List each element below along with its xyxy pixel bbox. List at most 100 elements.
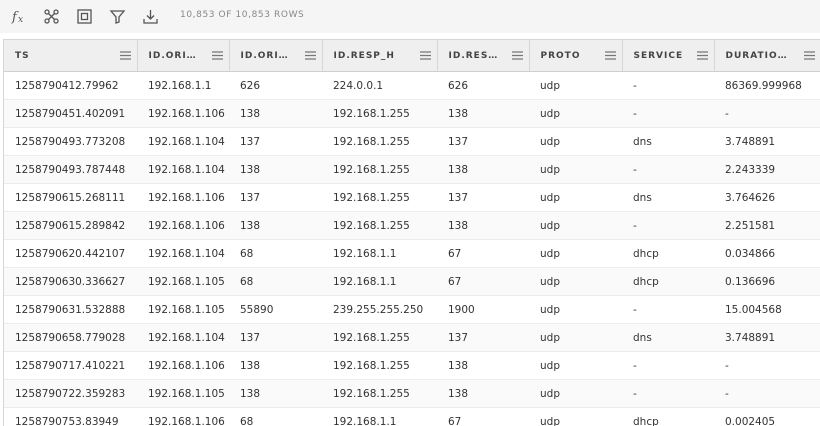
table-row[interactable]: 1258790717.410221 192.168.1.106 138 192.168… (4, 351, 820, 380)
table-cell: 239.255.255.250 (322, 295, 437, 324)
row-count: 10,853 OF 10,853 ROWS (180, 10, 305, 20)
table-row[interactable]: 1258790615.289842 192.168.1.106 138 192.168… (4, 211, 820, 240)
column-header-label: SERVICE (633, 50, 684, 61)
column-header[interactable]: PROTO (529, 40, 623, 72)
table-cell: udp (529, 407, 622, 426)
table-cell: 138 (437, 379, 529, 408)
table-cell: - (622, 379, 714, 408)
table-cell: - (622, 351, 714, 380)
table-cell: 137 (437, 323, 529, 352)
table-cell: 137 (229, 127, 322, 156)
table-cell: 1258790620.442107 (4, 239, 137, 268)
table-cell: 2.251581 (714, 211, 820, 240)
table-row[interactable]: 1258790722.359283 192.168.1.105 138 192.168… (4, 379, 820, 408)
filter-button[interactable] (109, 8, 126, 25)
column-header-label: TS (15, 50, 30, 61)
table-cell: udp (529, 239, 622, 268)
download-button[interactable] (142, 8, 159, 25)
table-row[interactable]: 1258790753.83949 192.168.1.106 68 192.168.1… (4, 407, 820, 426)
table-row[interactable]: 1258790630.336627 192.168.1.105 68 192.168.… (4, 267, 820, 296)
column-header[interactable]: ID.RESP_H (322, 40, 438, 72)
table-row[interactable]: 1258790493.787448 192.168.1.104 138 192.168… (4, 155, 820, 184)
table-cell: 192.168.1.1 (137, 71, 229, 100)
table-cell: 2.243339 (714, 155, 820, 184)
table-cell: - (622, 211, 714, 240)
column-header-label: ID.ORI… (240, 50, 289, 61)
table-cell: 192.168.1.105 (137, 379, 229, 408)
network-button[interactable] (43, 8, 60, 25)
table-cell: 3.748891 (714, 323, 820, 352)
column-header[interactable]: SERVICE (622, 40, 715, 72)
table-cell: 138 (437, 99, 529, 128)
column-menu-button[interactable] (511, 51, 523, 60)
table-cell: 15.004568 (714, 295, 820, 324)
table-cell: 86369.999968 (714, 71, 820, 100)
column-menu-button[interactable] (419, 51, 431, 60)
table-cell: 1258790412.79962 (4, 71, 137, 100)
table-cell: 192.168.1.105 (137, 267, 229, 296)
table-cell: 192.168.1.106 (137, 211, 229, 240)
column-header[interactable]: ID.ORI… (229, 40, 323, 72)
table-cell: - (714, 379, 820, 408)
svg-text:x: x (18, 15, 23, 25)
table-row[interactable]: 1258790412.79962 192.168.1.1 626 224.0.0.1 6… (4, 71, 820, 100)
table-cell: 67 (437, 267, 529, 296)
table-cell: 68 (229, 239, 322, 268)
table-row[interactable]: 1258790631.532888 192.168.1.105 55890 239.2… (4, 295, 820, 324)
table-cell: dhcp (622, 239, 714, 268)
column-header-label: PROTO (540, 50, 581, 61)
table-cell: 192.168.1.255 (322, 323, 437, 352)
column-header[interactable]: ID.RES… (437, 40, 530, 72)
table-cell: 1258790451.402091 (4, 99, 137, 128)
table-cell: 137 (229, 183, 322, 212)
column-menu-button[interactable] (119, 51, 131, 60)
table-cell: 138 (437, 211, 529, 240)
table-row[interactable]: 1258790658.779028 192.168.1.104 137 192.168… (4, 323, 820, 352)
table-cell: 138 (437, 351, 529, 380)
column-header[interactable]: ID.ORI… (137, 40, 230, 72)
table-row[interactable]: 1258790493.773208 192.168.1.104 137 192.168… (4, 127, 820, 156)
table-row[interactable]: 1258790620.442107 192.168.1.104 68 192.168.… (4, 239, 820, 268)
column-menu-button[interactable] (803, 51, 815, 60)
table-cell: 192.168.1.255 (322, 211, 437, 240)
table-cell: 626 (437, 71, 529, 100)
table-row[interactable]: 1258790615.268111 192.168.1.106 137 192.168… (4, 183, 820, 212)
table-cell: - (622, 71, 714, 100)
column-header[interactable]: DURATIO… (714, 40, 820, 72)
table-cell: 55890 (229, 295, 322, 324)
svg-text:f: f (11, 10, 19, 25)
table-cell: 67 (437, 407, 529, 426)
table-cell: 192.168.1.255 (322, 379, 437, 408)
table-cell: 192.168.1.106 (137, 407, 229, 426)
table-cell: 1258790630.336627 (4, 267, 137, 296)
table-cell: 192.168.1.104 (137, 127, 229, 156)
table-row[interactable]: 1258790451.402091 192.168.1.106 138 192.168… (4, 99, 820, 128)
table-cell: dns (622, 183, 714, 212)
table-cell: dhcp (622, 267, 714, 296)
table-cell: 3.764626 (714, 183, 820, 212)
table-cell: 192.168.1.106 (137, 99, 229, 128)
column-menu-button[interactable] (211, 51, 223, 60)
table-cell: 68 (229, 267, 322, 296)
table-cell: 192.168.1.1 (322, 239, 437, 268)
column-header-label: DURATIO… (725, 50, 788, 61)
column-header[interactable]: TS (4, 40, 138, 72)
table-cell: - (622, 295, 714, 324)
table-cell: 192.168.1.106 (137, 351, 229, 380)
column-menu-button[interactable] (604, 51, 616, 60)
table-cell: 192.168.1.104 (137, 155, 229, 184)
table-cell: 138 (229, 155, 322, 184)
table-cell: udp (529, 351, 622, 380)
column-menu-button[interactable] (696, 51, 708, 60)
table-cell: udp (529, 379, 622, 408)
table-cell: - (714, 351, 820, 380)
table-cell: 626 (229, 71, 322, 100)
table-cell: 1258790658.779028 (4, 323, 137, 352)
fit-button[interactable] (76, 8, 93, 25)
table-cell: udp (529, 295, 622, 324)
column-menu-button[interactable] (304, 51, 316, 60)
table-cell: - (714, 99, 820, 128)
